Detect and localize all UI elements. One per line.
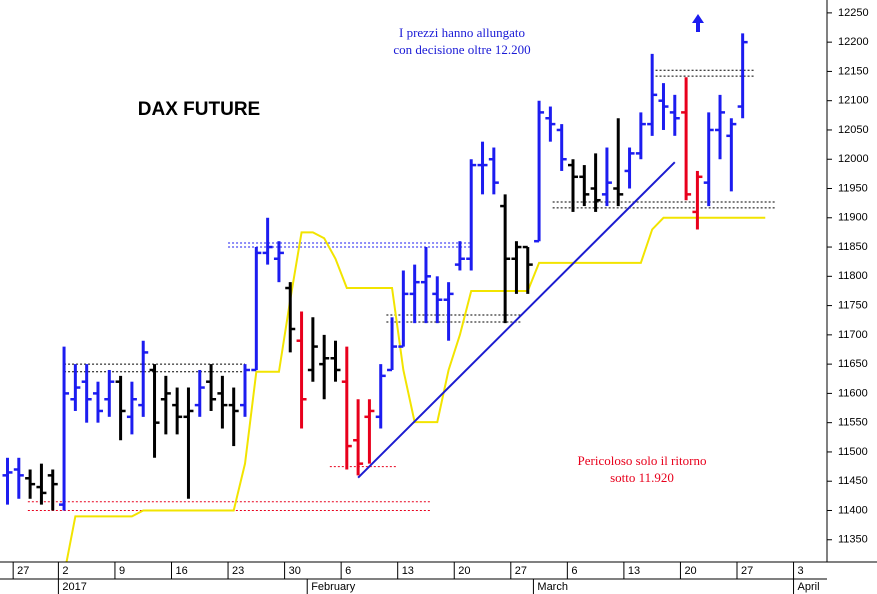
x-tick-label: 6 xyxy=(571,565,577,577)
y-tick-label: 11950 xyxy=(838,182,868,194)
x-tick-label: 30 xyxy=(289,565,301,577)
chart-title: DAX FUTURE xyxy=(138,99,260,120)
y-tick-label: 11600 xyxy=(838,387,868,399)
y-tick-label: 11850 xyxy=(838,241,868,253)
y-tick-label: 11750 xyxy=(838,299,868,311)
x-tick-label: 23 xyxy=(232,565,244,577)
x-tick-label: 16 xyxy=(175,565,187,577)
y-tick-label: 11450 xyxy=(838,475,868,487)
y-tick-label: 12200 xyxy=(838,36,869,48)
y-tick-label: 11550 xyxy=(838,417,868,429)
x-tick-label: 2 xyxy=(62,565,68,577)
y-tick-label: 11800 xyxy=(838,270,868,282)
y-tick-label: 11650 xyxy=(838,358,868,370)
x-tick-label: 20 xyxy=(684,565,696,577)
month-label: 2017 xyxy=(62,581,86,593)
x-tick-label: 6 xyxy=(345,565,351,577)
x-tick-label: 13 xyxy=(402,565,414,577)
plot-area xyxy=(2,33,777,562)
x-tick-label: 20 xyxy=(458,565,470,577)
y-tick-label: 12050 xyxy=(838,124,869,136)
up-arrow xyxy=(692,14,704,32)
month-label: February xyxy=(311,581,356,593)
y-tick-label: 12150 xyxy=(838,65,869,77)
month-label: April xyxy=(798,581,820,593)
x-tick-label: 27 xyxy=(741,565,753,577)
y-tick-label: 11700 xyxy=(838,329,868,341)
trend-line xyxy=(357,161,676,479)
y-tick-label: 12000 xyxy=(838,153,869,165)
x-tick-label: 27 xyxy=(17,565,29,577)
annotation: Pericoloso solo il ritorno xyxy=(578,453,707,468)
x-tick-label: 27 xyxy=(515,565,527,577)
x-tick-label: 3 xyxy=(798,565,804,577)
annotation: I prezzi hanno allungato xyxy=(399,25,525,40)
y-tick-label: 11400 xyxy=(838,504,868,516)
y-tick-label: 12100 xyxy=(838,95,869,107)
annotation: sotto 11.920 xyxy=(610,470,674,485)
y-tick-label: 11350 xyxy=(838,534,868,546)
y-tick-label: 11500 xyxy=(838,446,868,458)
x-tick-label: 13 xyxy=(628,565,640,577)
month-label: March xyxy=(537,581,568,593)
annotation: con decisione oltre 12.200 xyxy=(393,42,530,57)
y-tick-label: 12250 xyxy=(838,7,869,19)
y-tick-label: 11900 xyxy=(838,212,868,224)
x-tick-label: 9 xyxy=(119,565,125,577)
